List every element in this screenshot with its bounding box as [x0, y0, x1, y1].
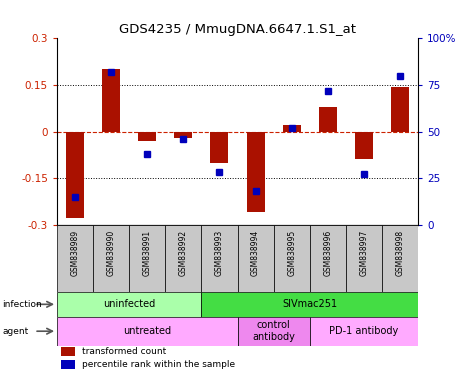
Text: uninfected: uninfected: [103, 299, 155, 310]
Text: SIVmac251: SIVmac251: [282, 299, 337, 310]
Bar: [346, 225, 382, 292]
Text: percentile rank within the sample: percentile rank within the sample: [82, 360, 236, 369]
Text: GSM838996: GSM838996: [323, 230, 332, 276]
Bar: [93, 225, 129, 292]
Text: GSM838992: GSM838992: [179, 230, 188, 276]
Text: GSM838994: GSM838994: [251, 230, 260, 276]
Bar: [238, 317, 310, 346]
Text: infection: infection: [2, 300, 42, 309]
Text: PD-1 antibody: PD-1 antibody: [329, 326, 399, 336]
Bar: [57, 317, 238, 346]
Bar: [238, 225, 274, 292]
Bar: [319, 107, 337, 131]
Text: GSM838998: GSM838998: [396, 230, 404, 276]
Title: GDS4235 / MmugDNA.6647.1.S1_at: GDS4235 / MmugDNA.6647.1.S1_at: [119, 23, 356, 36]
Bar: [57, 225, 93, 292]
Bar: [391, 86, 409, 131]
Bar: [165, 225, 201, 292]
Text: GSM838990: GSM838990: [107, 230, 115, 276]
Text: agent: agent: [2, 327, 28, 336]
Bar: [57, 292, 201, 317]
Text: control
antibody: control antibody: [252, 320, 295, 342]
Bar: [201, 225, 238, 292]
Text: GSM838993: GSM838993: [215, 230, 224, 276]
Bar: [382, 225, 418, 292]
Bar: [129, 225, 165, 292]
Bar: [201, 292, 418, 317]
Text: transformed count: transformed count: [82, 347, 167, 356]
Bar: [61, 347, 75, 356]
Text: GSM838991: GSM838991: [143, 230, 152, 276]
Bar: [310, 225, 346, 292]
Bar: [355, 131, 373, 159]
Text: GSM838995: GSM838995: [287, 230, 296, 276]
Bar: [61, 360, 75, 369]
Bar: [247, 131, 265, 212]
Bar: [274, 225, 310, 292]
Bar: [210, 131, 228, 162]
Bar: [174, 131, 192, 138]
Bar: [66, 131, 84, 218]
Bar: [283, 125, 301, 131]
Text: GSM838997: GSM838997: [360, 230, 368, 276]
Text: GSM838989: GSM838989: [71, 230, 79, 276]
Bar: [310, 317, 418, 346]
Bar: [102, 70, 120, 131]
Bar: [138, 131, 156, 141]
Text: untreated: untreated: [123, 326, 171, 336]
